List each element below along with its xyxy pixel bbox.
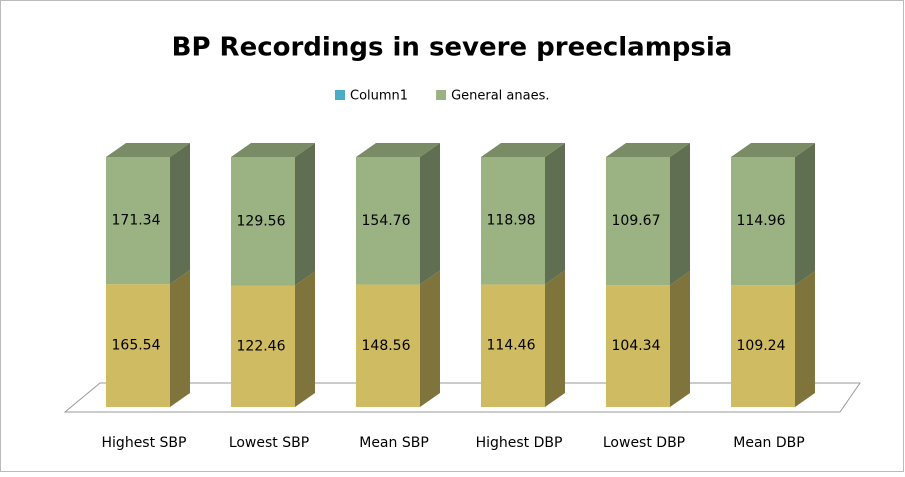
bar: [106, 157, 170, 285]
bar-side: [795, 271, 815, 407]
bar-side: [670, 271, 690, 407]
x-tick-label: Lowest SBP: [229, 435, 309, 451]
bar-top: [356, 143, 440, 157]
bar-side: [170, 143, 190, 285]
x-tick-label: Mean DBP: [733, 435, 804, 451]
bar: [731, 285, 795, 407]
bar-side: [420, 143, 440, 285]
bar-side: [545, 143, 565, 285]
data-label: 129.56: [237, 213, 286, 229]
bar-top: [606, 143, 690, 157]
bar: [481, 284, 545, 407]
legend-swatch: [436, 90, 447, 100]
x-tick-label: Highest SBP: [102, 435, 187, 451]
x-tick-label: Mean SBP: [359, 435, 429, 451]
bar: [106, 284, 170, 407]
data-label: 154.76: [362, 213, 411, 229]
bar: [606, 285, 670, 407]
x-tick-label: Lowest DBP: [603, 435, 685, 451]
data-label: 109.24: [737, 338, 786, 354]
bar-top: [231, 143, 315, 157]
bar-side: [795, 143, 815, 286]
bar-side: [670, 143, 690, 286]
data-label: 171.34: [112, 213, 161, 229]
data-label: 122.46: [237, 338, 286, 354]
legend-swatch: [335, 90, 345, 100]
legend-label: Column1: [350, 89, 408, 104]
bar: [231, 157, 295, 286]
bar-side: [295, 143, 315, 286]
bar-side: [545, 270, 565, 407]
x-tick-label: Highest DBP: [476, 435, 563, 451]
bar-side: [295, 271, 315, 407]
bar: [356, 284, 420, 407]
bar: [231, 285, 295, 407]
data-label: 104.34: [612, 338, 661, 354]
legend-label: General anaes.: [451, 89, 549, 104]
data-label: 118.98: [487, 213, 536, 229]
bar-top: [481, 143, 565, 157]
bar: [481, 157, 545, 285]
bar-side: [420, 270, 440, 407]
data-label: 109.67: [612, 213, 661, 229]
data-label: 148.56: [362, 338, 411, 354]
bar: [731, 157, 795, 286]
data-label: 114.96: [737, 213, 786, 229]
bar-side: [170, 270, 190, 407]
bar-top: [731, 143, 815, 157]
bar: [356, 157, 420, 285]
bar: [606, 157, 670, 286]
data-label: 114.46: [487, 338, 536, 354]
chart-title: BP Recordings in severe preeclampsia: [172, 33, 733, 63]
data-label: 165.54: [112, 338, 161, 354]
bar-top: [106, 143, 190, 157]
